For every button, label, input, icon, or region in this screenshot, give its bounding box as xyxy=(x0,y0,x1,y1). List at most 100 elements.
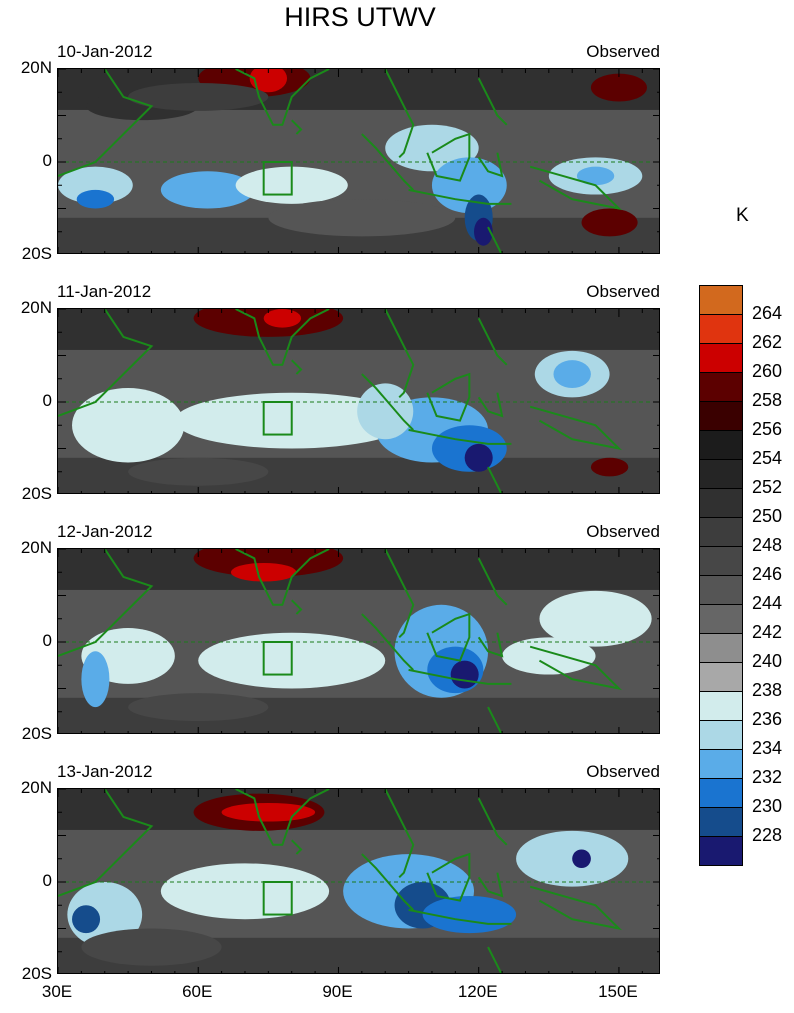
colorbar-swatch xyxy=(700,605,742,634)
coastline xyxy=(477,392,504,418)
colorbar-label: 246 xyxy=(752,564,783,584)
coastline xyxy=(291,359,303,375)
contour-region xyxy=(81,928,222,966)
colorbar-label: 260 xyxy=(752,361,783,381)
contour-region xyxy=(263,309,302,328)
panel-date: 12-Jan-2012 xyxy=(57,522,153,541)
colorbar-swatch xyxy=(700,779,742,808)
coastline xyxy=(384,309,415,399)
lat-tick-label: 20S xyxy=(21,244,52,263)
coastline xyxy=(426,612,471,662)
colorbar-swatch xyxy=(700,663,742,692)
coastline xyxy=(235,69,330,126)
colorbar-label: 262 xyxy=(752,332,783,352)
lat-tick-label: 0 xyxy=(42,151,52,170)
contour-region xyxy=(581,208,638,237)
colorbar-swatch xyxy=(700,518,742,547)
contour-region xyxy=(590,73,647,102)
contour-region xyxy=(128,693,269,722)
colorbar-label: 228 xyxy=(752,825,783,845)
coastline xyxy=(58,549,154,657)
lat-tick-label: 20N xyxy=(20,778,52,797)
colorbar-label: 234 xyxy=(752,738,783,758)
colorbar-swatch xyxy=(700,576,742,605)
coastline xyxy=(384,789,415,879)
region-box xyxy=(262,401,293,436)
coastline xyxy=(487,226,503,253)
region-box xyxy=(262,161,293,196)
colorbar-label: 258 xyxy=(752,390,783,410)
lon-tick-label: 60E xyxy=(182,982,213,1001)
coastline xyxy=(426,852,471,902)
region-box xyxy=(262,641,293,676)
contour-region xyxy=(268,199,456,237)
coastline xyxy=(408,668,512,685)
coastline xyxy=(408,428,512,445)
contour-region xyxy=(72,388,185,463)
contour-region xyxy=(72,905,101,934)
coastline xyxy=(477,557,508,606)
coastline xyxy=(477,797,508,846)
coastline xyxy=(384,69,415,159)
colorbar-label: 264 xyxy=(752,303,783,323)
lat-tick-label: 0 xyxy=(42,631,52,650)
colorbar-swatch xyxy=(700,460,742,489)
colorbar-swatch xyxy=(700,634,742,663)
colorbar-label: 254 xyxy=(752,448,783,468)
coastline xyxy=(477,317,508,366)
contour-region xyxy=(128,457,269,486)
colorbar-label: 242 xyxy=(752,622,783,642)
field-band xyxy=(58,789,659,830)
coastline xyxy=(291,839,303,855)
colorbar-label: 248 xyxy=(752,535,783,555)
coastline xyxy=(235,789,330,846)
panel-date: 13-Jan-2012 xyxy=(57,762,153,781)
coastline xyxy=(477,77,508,126)
lon-tick-label: 90E xyxy=(322,982,353,1001)
lat-tick-label: 20S xyxy=(21,484,52,503)
colorbar-label: 256 xyxy=(752,419,783,439)
region-box xyxy=(262,881,293,916)
coastline xyxy=(361,373,414,431)
colorbar-swatch xyxy=(700,402,742,431)
coastline xyxy=(291,119,303,135)
coastline xyxy=(58,309,154,417)
coastline xyxy=(235,309,330,366)
coastline xyxy=(426,372,471,422)
colorbar-swatch xyxy=(700,721,742,750)
colorbar-label: 250 xyxy=(752,506,783,526)
coastline xyxy=(408,908,512,925)
contour-region xyxy=(230,562,297,582)
coastline xyxy=(361,613,414,671)
contour-region xyxy=(249,69,288,93)
coastline xyxy=(235,549,330,606)
colorbar-label: 240 xyxy=(752,651,783,671)
lat-tick-label: 0 xyxy=(42,871,52,890)
coastline xyxy=(529,645,622,691)
colorbar xyxy=(699,285,743,866)
colorbar-swatch xyxy=(700,373,742,402)
lat-tick-label: 20N xyxy=(20,298,52,317)
coastline xyxy=(361,853,414,911)
coastline xyxy=(291,599,303,615)
colorbar-swatch xyxy=(700,431,742,460)
colorbar-label: 236 xyxy=(752,709,783,729)
coastline xyxy=(487,946,503,973)
colorbar-swatch xyxy=(700,344,742,373)
coastline xyxy=(58,789,154,897)
contour-region xyxy=(464,443,493,472)
panel-source-label: Observed xyxy=(586,282,660,301)
colorbar-swatch xyxy=(700,315,742,344)
contour-region xyxy=(160,863,330,920)
lon-tick-label: 120E xyxy=(457,982,498,1001)
contour-region xyxy=(357,383,414,440)
lat-tick-label: 20N xyxy=(20,538,52,557)
contour-region xyxy=(76,189,115,209)
colorbar-swatch xyxy=(700,837,742,865)
lat-tick-label: 20S xyxy=(21,964,52,983)
colorbar-label: 252 xyxy=(752,477,783,497)
coastline xyxy=(408,188,512,205)
coastline xyxy=(529,405,622,451)
map-panel xyxy=(57,308,660,494)
